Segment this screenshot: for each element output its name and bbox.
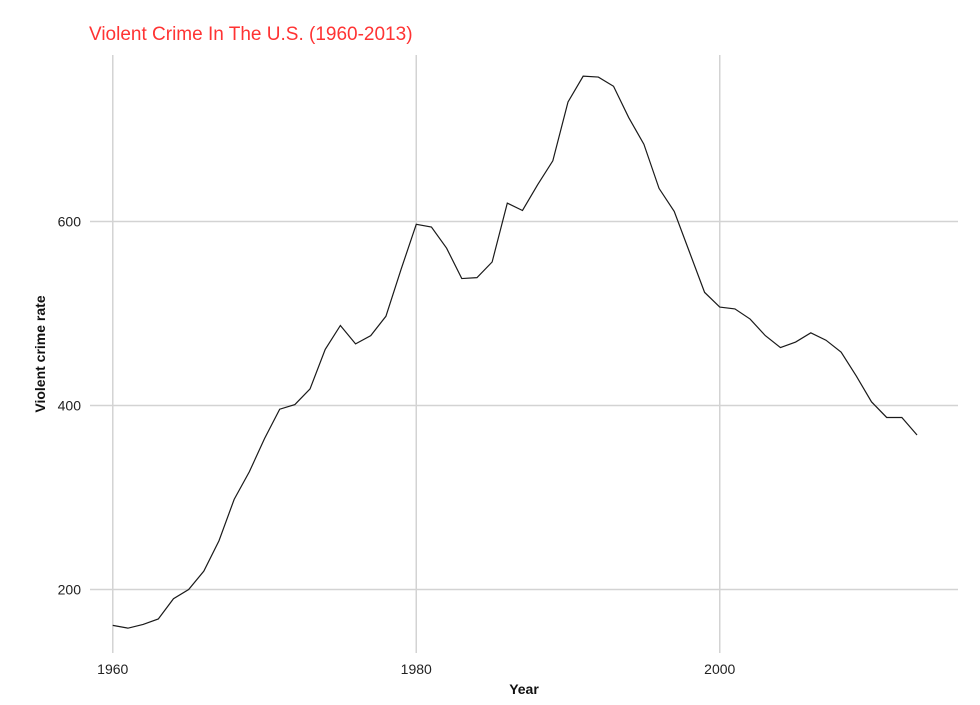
y-axis-title: Violent crime rate xyxy=(32,295,48,412)
data-point-2007 xyxy=(824,338,828,342)
x-tick-label-1980: 1980 xyxy=(401,661,432,677)
x-tick-label-1960: 1960 xyxy=(97,661,128,677)
data-point-1981 xyxy=(429,225,433,229)
series-layer xyxy=(111,74,919,630)
data-point-1969 xyxy=(247,470,251,474)
data-point-1963 xyxy=(156,617,160,621)
data-point-1987 xyxy=(520,208,524,212)
data-point-1984 xyxy=(475,276,479,280)
data-point-1989 xyxy=(551,159,555,163)
data-point-2005 xyxy=(794,340,798,344)
data-point-1991 xyxy=(581,74,585,78)
data-point-1993 xyxy=(612,84,616,88)
x-tick-label-2000: 2000 xyxy=(704,661,735,677)
data-point-1975 xyxy=(338,323,342,327)
data-point-1994 xyxy=(627,116,631,120)
data-point-1974 xyxy=(323,347,327,351)
data-point-1990 xyxy=(566,100,570,104)
data-point-1973 xyxy=(308,387,312,391)
data-point-2011 xyxy=(885,415,889,419)
data-point-1967 xyxy=(217,539,221,543)
data-point-2003 xyxy=(763,334,767,338)
data-point-2000 xyxy=(718,305,722,309)
data-point-2009 xyxy=(854,374,858,378)
data-point-2004 xyxy=(778,346,782,350)
data-point-1979 xyxy=(399,267,403,271)
data-point-1978 xyxy=(384,314,388,318)
data-point-1983 xyxy=(460,277,464,281)
data-point-2012 xyxy=(900,415,904,419)
data-point-1960 xyxy=(111,623,115,627)
gridlines xyxy=(90,55,958,653)
data-point-1986 xyxy=(505,201,509,205)
data-point-2013 xyxy=(915,433,919,437)
y-tick-label-600: 600 xyxy=(58,214,82,230)
data-point-1961 xyxy=(126,626,130,630)
y-tick-label-200: 200 xyxy=(58,582,82,598)
data-point-1992 xyxy=(596,75,600,79)
data-point-1982 xyxy=(445,246,449,250)
data-point-1997 xyxy=(672,209,676,213)
data-point-1977 xyxy=(369,334,373,338)
data-point-1964 xyxy=(171,597,175,601)
data-point-1980 xyxy=(414,222,418,226)
x-axis-ticks: 1960 1980 2000 xyxy=(97,661,735,677)
data-point-1999 xyxy=(703,290,707,294)
data-point-1988 xyxy=(536,183,540,187)
data-point-1998 xyxy=(687,250,691,254)
data-point-2010 xyxy=(870,400,874,404)
y-axis-ticks: 200 400 600 xyxy=(58,214,82,598)
data-point-1995 xyxy=(642,142,646,146)
chart-title: Violent Crime In The U.S. (1960-2013) xyxy=(89,24,413,45)
data-point-1970 xyxy=(263,437,267,441)
data-point-1976 xyxy=(354,342,358,346)
data-point-1962 xyxy=(141,622,145,626)
data-point-1996 xyxy=(657,186,661,190)
data-point-1965 xyxy=(187,588,191,592)
data-point-2008 xyxy=(839,350,843,354)
data-point-2006 xyxy=(809,331,813,335)
data-point-2002 xyxy=(748,317,752,321)
data-point-1968 xyxy=(232,497,236,501)
data-point-2001 xyxy=(733,307,737,311)
data-point-1966 xyxy=(202,569,206,573)
y-tick-label-400: 400 xyxy=(58,398,82,414)
data-point-1972 xyxy=(293,403,297,407)
data-point-1971 xyxy=(278,407,282,411)
x-axis-title: Year xyxy=(509,681,539,697)
series-line-violent-crime-rate xyxy=(112,75,918,629)
data-point-1985 xyxy=(490,260,494,264)
